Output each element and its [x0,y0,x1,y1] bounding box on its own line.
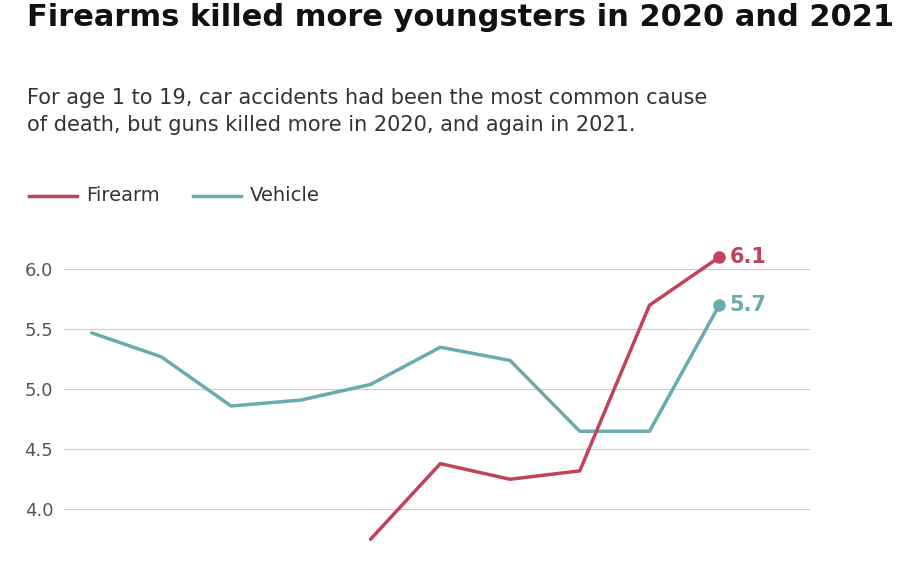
Text: 6.1: 6.1 [730,247,766,267]
Text: Firearm: Firearm [86,186,160,206]
Text: For age 1 to 19, car accidents had been the most common cause
of death, but guns: For age 1 to 19, car accidents had been … [27,88,708,135]
Text: 5.7: 5.7 [730,295,767,315]
Text: Vehicle: Vehicle [250,186,320,206]
Text: Firearms killed more youngsters in 2020 and 2021: Firearms killed more youngsters in 2020 … [27,3,895,32]
